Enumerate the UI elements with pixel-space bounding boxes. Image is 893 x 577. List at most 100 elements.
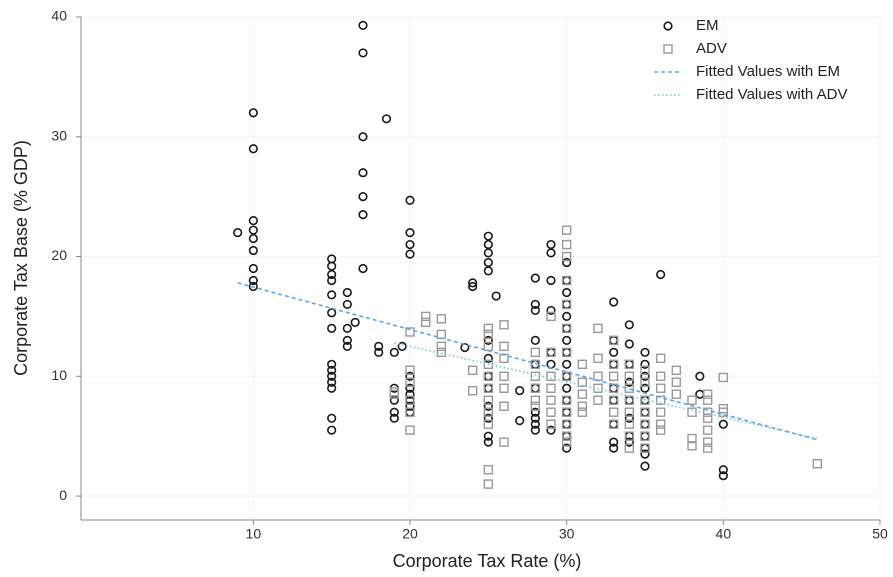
point <box>405 377 415 387</box>
point <box>718 471 728 481</box>
point <box>327 425 337 435</box>
point <box>530 425 540 435</box>
point <box>609 359 619 369</box>
point <box>702 437 713 447</box>
point <box>499 341 509 352</box>
point <box>640 383 650 393</box>
point <box>656 269 666 280</box>
point <box>687 407 697 417</box>
x-axis-title: Corporate Tax Rate (%) <box>393 551 582 571</box>
point <box>561 225 572 235</box>
point <box>718 465 728 475</box>
point <box>327 377 337 387</box>
point <box>483 479 494 489</box>
point <box>248 281 258 292</box>
point <box>624 413 634 423</box>
point <box>530 419 540 429</box>
point <box>327 413 337 423</box>
point <box>405 395 415 405</box>
point <box>702 395 713 405</box>
point <box>405 401 415 411</box>
point <box>405 195 415 205</box>
point <box>467 365 478 375</box>
point <box>640 419 650 429</box>
point <box>702 413 713 423</box>
point <box>483 323 494 334</box>
point <box>655 407 666 417</box>
point <box>640 347 650 357</box>
point <box>342 335 352 345</box>
legend: EM ADV Fitted Values with EM Fitted Values … <box>654 17 847 103</box>
point <box>718 419 728 429</box>
point <box>561 371 572 381</box>
point <box>663 44 673 54</box>
point <box>374 341 384 351</box>
point <box>327 383 337 393</box>
point <box>640 431 650 441</box>
point <box>640 377 650 387</box>
point <box>499 383 509 393</box>
point <box>389 387 400 397</box>
point <box>358 168 368 178</box>
point <box>609 395 619 405</box>
point <box>640 359 650 369</box>
point <box>593 353 603 364</box>
point <box>671 365 682 375</box>
point <box>460 342 470 353</box>
point <box>624 359 634 369</box>
point <box>436 341 447 352</box>
point <box>436 314 447 324</box>
point <box>608 407 619 417</box>
point <box>608 359 619 370</box>
legend-label: Fitted Values with ADV <box>696 86 847 103</box>
point <box>561 275 572 286</box>
point <box>248 275 258 286</box>
point <box>718 407 729 417</box>
point <box>546 347 556 357</box>
point <box>562 383 572 393</box>
point <box>577 377 588 387</box>
point <box>561 431 572 441</box>
point <box>561 299 572 310</box>
point <box>389 407 399 417</box>
point <box>358 20 368 30</box>
point <box>405 327 415 337</box>
point <box>530 359 541 370</box>
point <box>342 287 352 298</box>
point <box>561 239 572 250</box>
point <box>420 317 431 328</box>
x-tick-label: 50 <box>872 526 888 542</box>
point <box>530 401 541 411</box>
point <box>561 407 572 417</box>
point <box>695 371 705 381</box>
point <box>483 257 493 268</box>
point <box>405 239 415 250</box>
point <box>702 443 713 453</box>
point <box>562 443 572 453</box>
point <box>515 386 525 396</box>
y-tick-label: 10 <box>51 367 67 383</box>
point <box>640 407 650 417</box>
point <box>640 431 650 441</box>
point <box>530 383 540 393</box>
point <box>640 461 650 471</box>
y-tick-label: 20 <box>51 247 67 263</box>
point <box>687 441 697 451</box>
point <box>561 419 572 429</box>
point <box>671 377 682 387</box>
point <box>609 347 619 357</box>
point <box>546 371 556 381</box>
y-tick-label: 40 <box>51 8 67 24</box>
point <box>655 371 666 381</box>
point <box>327 371 337 381</box>
point <box>562 257 572 268</box>
point <box>530 395 541 405</box>
point <box>358 263 368 274</box>
point <box>593 323 603 334</box>
point <box>483 407 494 417</box>
point <box>546 275 556 286</box>
point <box>327 323 337 333</box>
point <box>546 395 556 405</box>
point <box>530 305 540 316</box>
